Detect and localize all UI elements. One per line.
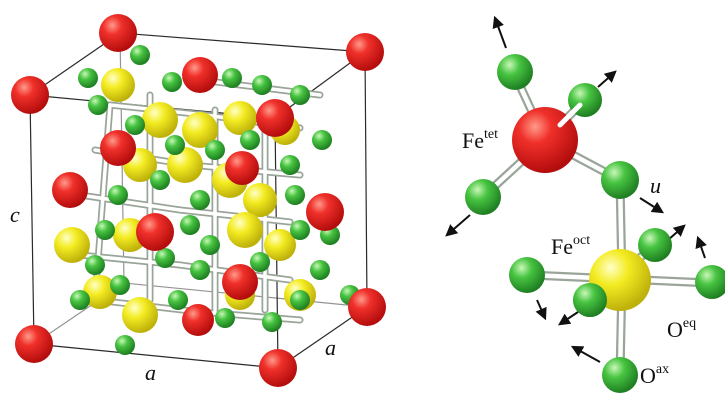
svg-text:Oeq: Oeq: [667, 316, 696, 342]
front-oxygen-atom: [573, 283, 607, 317]
label-fe-oct: Feoct: [551, 233, 590, 259]
label-o-eq: Oeq: [667, 316, 696, 342]
local-oxygen-atoms: [465, 54, 725, 393]
displacement-arrows: [445, 15, 707, 363]
fe-tet-front-bond: [557, 102, 583, 128]
svg-text:Fetet: Fetet: [462, 127, 498, 153]
svg-text:Feoct: Feoct: [551, 233, 590, 259]
label-fe-tet: Fetet: [462, 127, 498, 153]
label-a-side: a: [325, 335, 336, 360]
local-structure-diagram: Fetet Feoct Oeq Oax u: [445, 15, 725, 393]
label-u: u: [650, 173, 661, 198]
fe-tet-atoms: [11, 14, 386, 387]
unit-cell-diagram: c a a: [10, 14, 386, 387]
oxygen-atoms: [65, 45, 360, 355]
label-c: c: [10, 202, 20, 227]
label-a-bottom: a: [145, 360, 156, 385]
svg-text:Oax: Oax: [640, 362, 669, 388]
label-o-ax: Oax: [640, 362, 669, 388]
